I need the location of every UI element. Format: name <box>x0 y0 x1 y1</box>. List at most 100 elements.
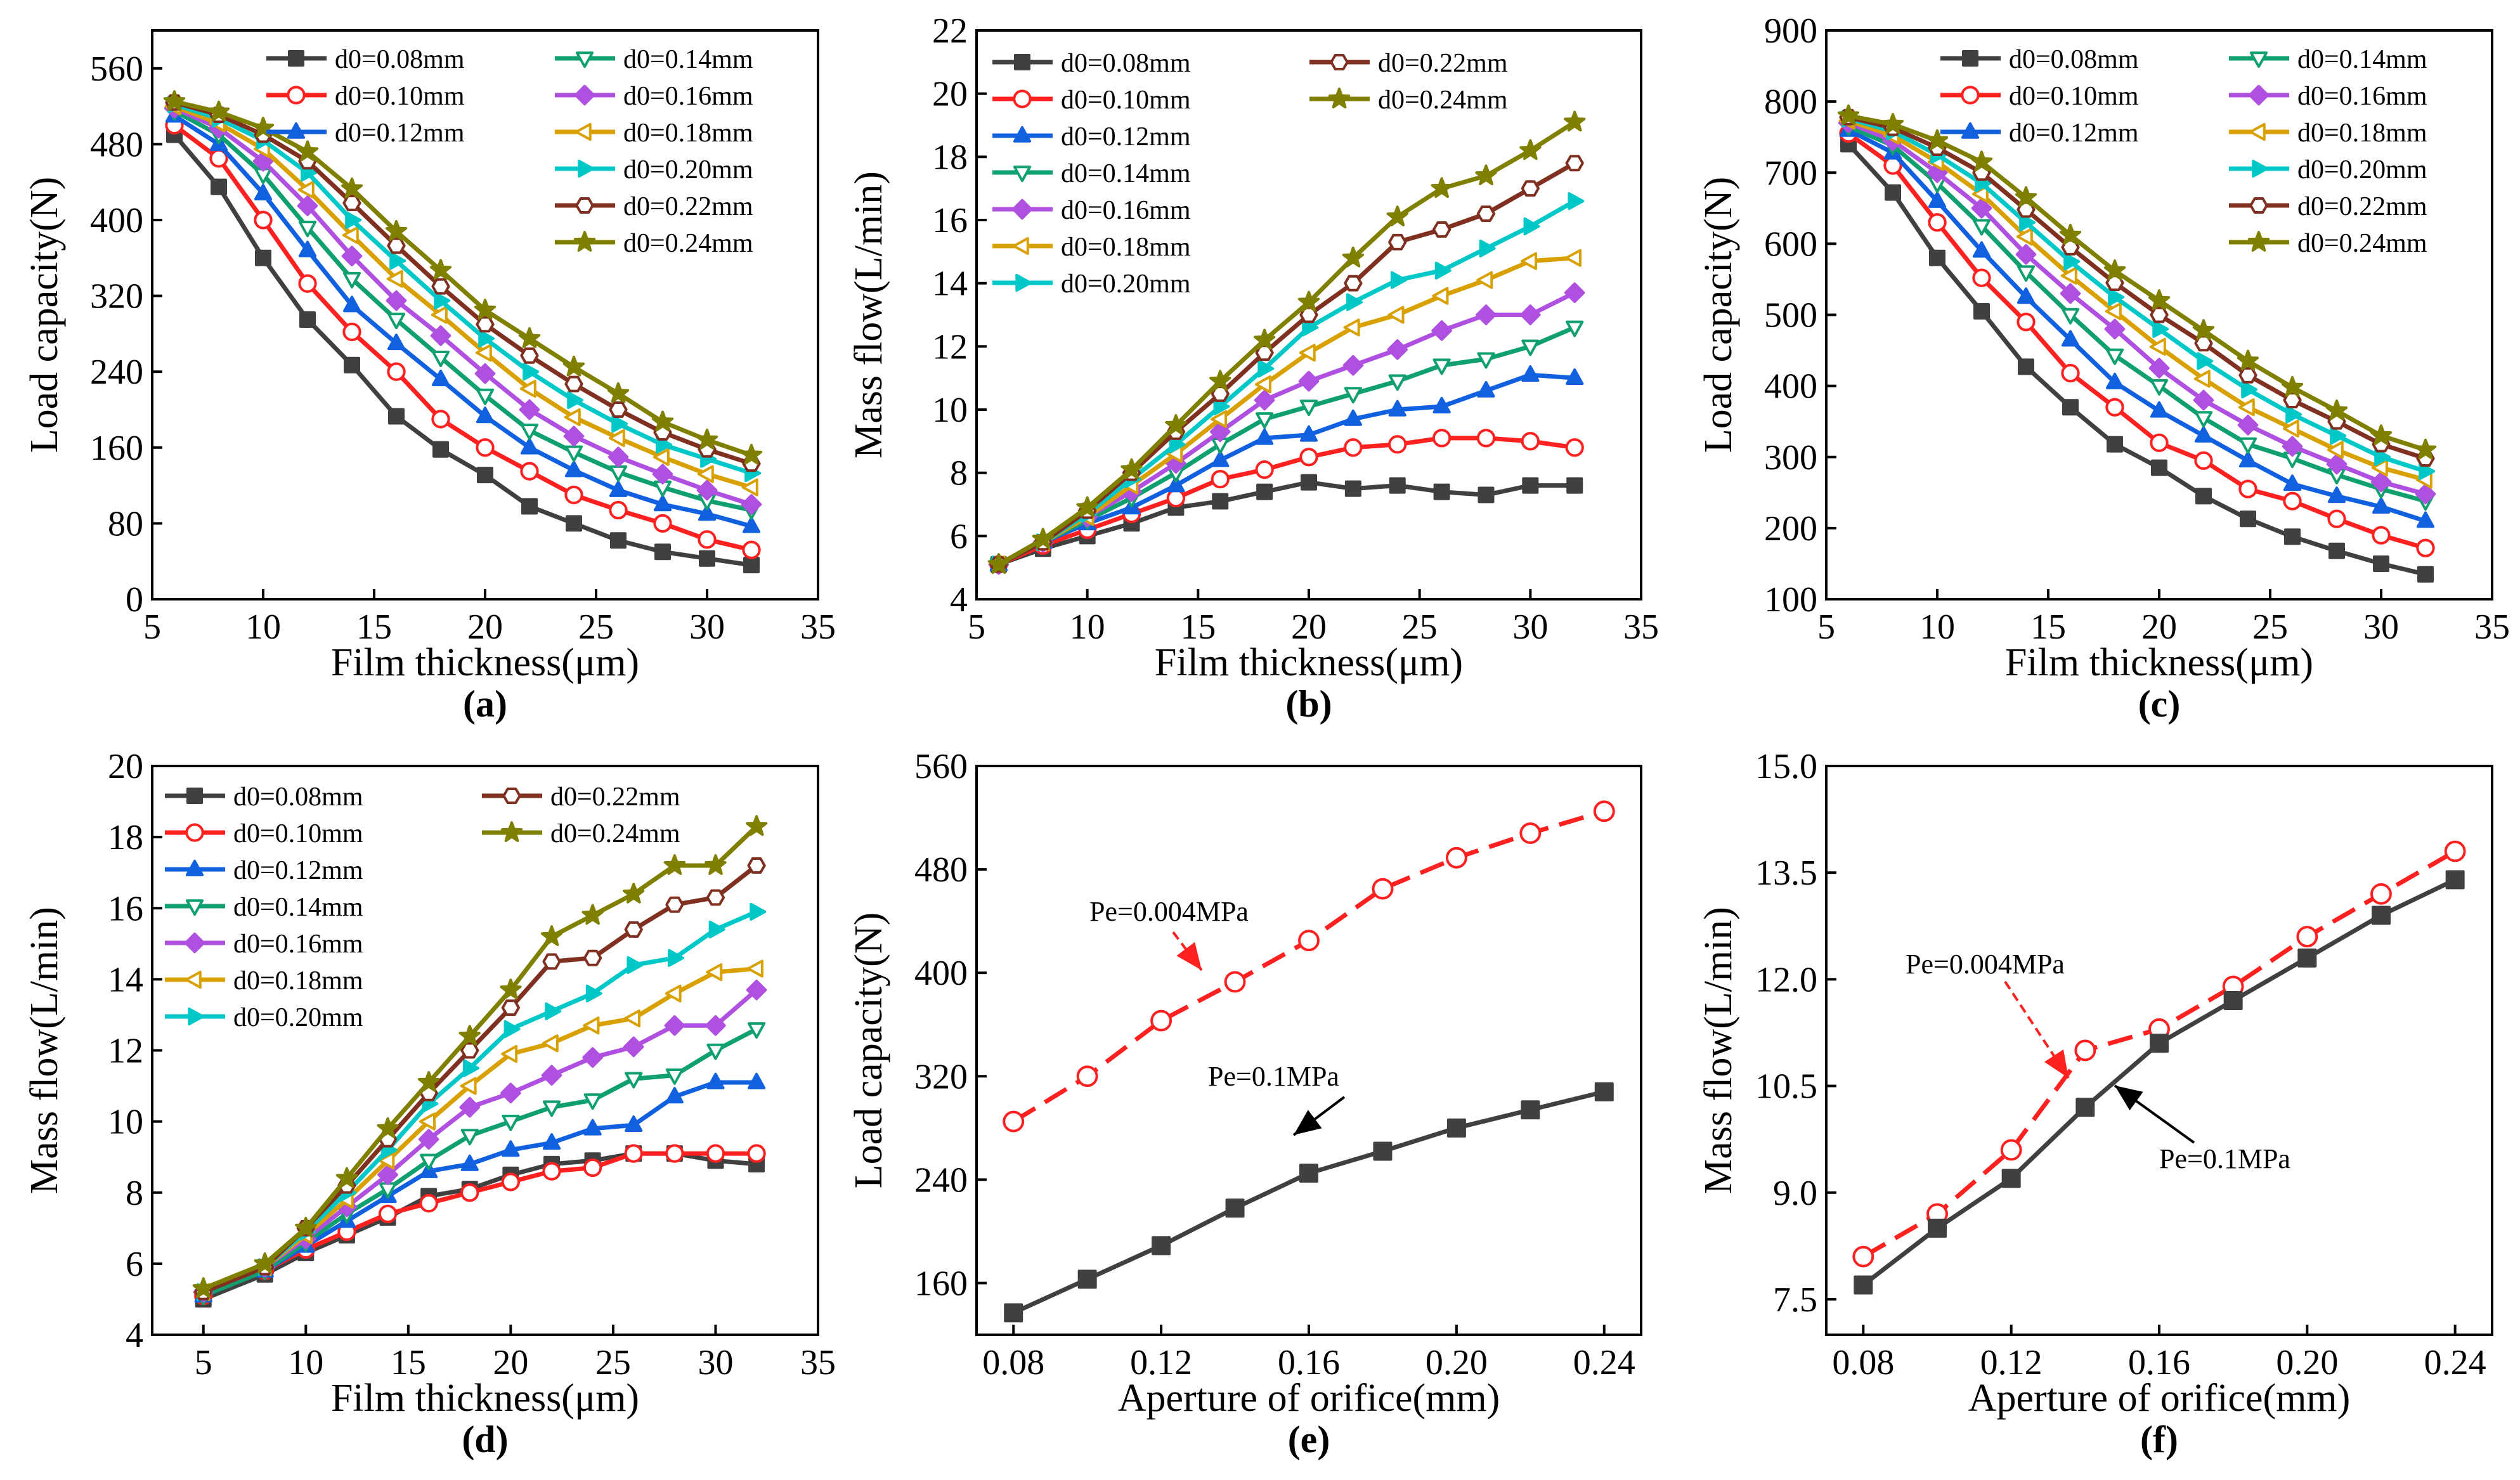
data-point <box>567 391 584 410</box>
legend-label: d0=0.10mm <box>335 82 465 111</box>
series-d0=0.24mm <box>987 110 1586 574</box>
legend-swatch-marker <box>184 932 205 954</box>
data-point <box>207 100 230 122</box>
data-point <box>254 1252 276 1273</box>
legend-item: d0=0.08mm <box>266 45 465 74</box>
legend-swatch-marker <box>1013 89 1032 108</box>
legend-label: d0=0.08mm <box>233 782 363 812</box>
data-point <box>1566 477 1583 494</box>
data-point <box>1478 486 1495 503</box>
data-point <box>2414 438 2437 460</box>
data-point <box>519 380 536 398</box>
data-point <box>2281 375 2304 397</box>
legend-item: d0=0.16mm <box>555 82 753 111</box>
data-point <box>477 467 493 484</box>
legend-swatch-marker <box>1013 126 1032 143</box>
annotation-arrow-line <box>1172 931 1203 971</box>
legend-item: d0=0.10mm <box>266 82 465 111</box>
data-point <box>2152 320 2169 339</box>
data-point <box>1253 328 1276 350</box>
legend-swatch-marker <box>1328 88 1351 108</box>
data-point <box>342 271 361 289</box>
data-point <box>459 1096 481 1118</box>
data-point <box>1344 275 1363 292</box>
data-point <box>1970 150 1993 172</box>
data-point <box>462 1059 479 1077</box>
data-point <box>1445 847 1467 869</box>
x-tick-label: 35 <box>800 1343 836 1382</box>
panel-a: 5 10 15 20 25 30 35 0 80 160 240 320 400 480 560 Film t… <box>23 29 836 725</box>
data-point <box>1476 304 1497 325</box>
x-tick-label: 15 <box>2030 607 2066 647</box>
data-point <box>2016 228 2033 246</box>
data-point <box>1521 339 1540 356</box>
x-tick-label: 30 <box>2363 607 2399 647</box>
legend-item: d0=0.20mm <box>2229 155 2427 185</box>
y-tick-label: 22 <box>932 11 968 51</box>
data-point <box>696 428 718 450</box>
legend-swatch-marker <box>1012 237 1029 256</box>
x-tick-label: 0.20 <box>2276 1343 2338 1382</box>
data-point <box>2019 213 2036 231</box>
data-point <box>2150 433 2169 452</box>
data-point <box>609 401 628 418</box>
data-point <box>656 436 673 454</box>
data-point <box>2018 358 2034 375</box>
data-point <box>2017 287 2036 304</box>
data-point <box>1077 1269 1097 1289</box>
series-line <box>1862 849 2457 1259</box>
series-d0=0.10mm <box>194 1144 766 1305</box>
x-tick-label: 0.24 <box>1573 1343 1635 1382</box>
data-point <box>1166 488 1186 508</box>
series-d0=0.08mm <box>166 126 760 574</box>
legend-label: d0=0.12mm <box>233 856 363 885</box>
data-point <box>163 90 186 112</box>
data-point <box>1928 1218 1947 1238</box>
data-point <box>1076 496 1098 517</box>
data-point <box>2001 1169 2021 1188</box>
legend-label: d0=0.14mm <box>233 893 363 922</box>
legend-swatch-marker <box>575 122 592 141</box>
series-line <box>173 102 753 476</box>
data-point <box>2419 462 2436 481</box>
data-point <box>1387 306 1405 324</box>
data-point <box>698 530 717 549</box>
y-tick-label: 12.0 <box>1755 960 1817 999</box>
data-point <box>746 979 767 1001</box>
data-point <box>1167 476 1185 493</box>
data-point <box>1388 233 1407 250</box>
legend-item: d0=0.24mm <box>1309 86 1508 115</box>
data-point <box>2149 337 2166 356</box>
data-point <box>501 1045 518 1063</box>
y-tick-label: 800 <box>1764 82 1817 122</box>
data-point <box>1521 252 1538 270</box>
data-point <box>706 1144 725 1163</box>
data-point <box>743 557 760 574</box>
data-point <box>653 495 672 512</box>
legend-label: d0=0.22mm <box>1378 49 1508 78</box>
data-point <box>2194 425 2213 443</box>
data-point <box>431 410 450 429</box>
legend-swatch-marker <box>1961 122 1980 139</box>
y-tick-label: 12 <box>108 1032 143 1071</box>
data-point <box>564 375 583 393</box>
data-point <box>475 344 492 362</box>
data-point <box>2238 451 2257 468</box>
data-point <box>1297 290 1320 312</box>
x-axis-title: Film thickness(μm) <box>331 1377 639 1420</box>
legend-label: d0=0.08mm <box>335 45 465 74</box>
data-point <box>2284 528 2301 545</box>
data-point <box>2372 906 2391 925</box>
data-point <box>341 177 363 198</box>
data-point <box>1076 1065 1098 1087</box>
data-point <box>541 1065 562 1086</box>
data-point <box>585 984 602 1003</box>
panel-label: (d) <box>462 1418 508 1460</box>
y-tick-label: 4 <box>950 580 968 620</box>
legend-swatch-marker <box>2247 231 2270 252</box>
data-point <box>2059 223 2082 245</box>
panel-label: (b) <box>1285 683 1332 725</box>
data-point <box>520 438 539 455</box>
data-point <box>665 1144 684 1163</box>
data-point <box>255 249 271 266</box>
